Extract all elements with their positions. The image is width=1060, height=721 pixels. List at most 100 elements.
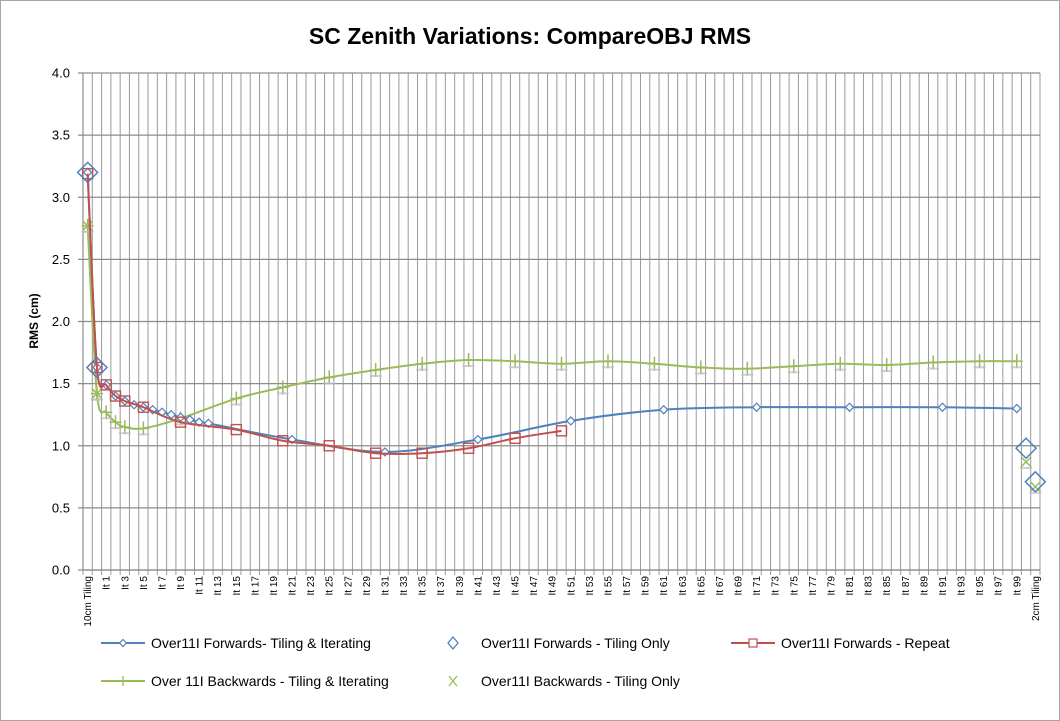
x-tick-label: It 79 [826,576,837,596]
data-point [81,167,94,180]
data-point [100,405,113,420]
data-point [555,425,568,437]
legend-item: Over 11I Backwards - Tiling & Iterating [101,673,389,689]
x-tick-label: It 1 [102,576,113,590]
series-over11i-forwards-tiling-only [76,161,1047,493]
y-tick-label: 3.0 [52,190,70,205]
x-tick-label: 2cm Tiling [1031,576,1042,621]
data-point [137,421,150,436]
y-tick-label: 0.0 [52,563,70,578]
data-point [1010,354,1023,369]
y-tick-label: 2.5 [52,252,70,267]
data-point [119,395,131,407]
series-line [86,172,1017,453]
y-tick-label: 1.5 [52,376,70,391]
x-tick-label: It 65 [696,576,707,596]
legend-item: Over11I Backwards - Tiling Only [448,673,680,689]
x-tick-label: It 37 [436,576,447,596]
y-axis-title: RMS (cm) [27,293,41,348]
x-tick-label: It 21 [288,576,299,596]
x-tick-label: It 95 [975,576,986,596]
x-tick-label: It 45 [511,576,522,596]
data-point [230,391,243,406]
x-tick-label: It 59 [641,576,652,596]
data-point [787,359,800,374]
data-point [416,447,428,459]
x-tick-label: It 49 [548,576,559,596]
x-tick-label: It 97 [994,576,1005,596]
data-point [276,380,289,395]
x-tick-label: It 99 [1012,576,1023,596]
legend-marker [748,638,758,648]
data-point [555,356,568,371]
x-tick-label: It 9 [176,576,187,590]
x-tick-label: It 85 [882,576,893,596]
x-tick-label: It 55 [603,576,614,596]
data-point [277,435,289,447]
x-tick-label: It 51 [566,576,577,596]
legend-label: Over11I Backwards - Tiling Only [481,673,680,689]
x-axis-ticks: 10cm Tiling It 1 It 3 It 5 It 7 It 9 It 11 It 1… [83,576,1042,627]
x-tick-label: It 31 [380,576,391,596]
x-tick-label: It 67 [715,576,726,596]
data-point [973,354,986,369]
x-tick-label: It 69 [734,576,745,596]
x-tick-label: It 13 [213,576,224,596]
x-tick-label: It 61 [659,576,670,596]
x-tick-label: It 57 [622,576,633,596]
data-point [1014,437,1038,460]
x-tick-label: It 19 [269,576,280,596]
x-tick-label: It 73 [771,576,782,596]
data-point [100,379,112,391]
x-tick-label: It 23 [306,576,317,596]
data-point [834,356,847,371]
x-tick-label: It 91 [938,576,949,596]
data-point [648,356,661,371]
x-tick-label: It 77 [808,576,819,596]
data-point [565,416,576,426]
data-point [1029,481,1041,493]
data-point [880,357,893,372]
x-tick-label: It 15 [232,576,243,596]
y-tick-label: 1.0 [52,438,70,453]
data-point [174,416,187,428]
data-point [91,361,103,374]
data-point [751,402,762,413]
data-point [473,434,483,445]
legend-item: Over11I Forwards - Repeat [731,635,950,651]
data-point [323,440,335,452]
x-tick-label: It 83 [864,576,875,596]
y-tick-label: 2.0 [52,314,70,329]
legend-label: Over11I Forwards- Tiling & Iterating [151,635,371,651]
series-line [86,173,562,455]
data-point [416,356,429,371]
x-tick-label: It 81 [845,576,856,596]
x-tick-label: It 29 [362,576,373,596]
x-tick-label: It 93 [957,576,968,596]
y-tick-label: 3.5 [52,128,70,143]
x-tick-label: It 89 [919,576,930,596]
x-tick-label: It 33 [399,576,410,596]
data-point [369,447,382,459]
y-tick-label: 0.5 [52,500,70,515]
legend-item: Over11I Forwards - Tiling Only [447,635,670,651]
x-tick-label: It 35 [418,576,429,596]
series-line [86,225,1017,430]
y-tick-label: 4.0 [52,66,70,81]
x-tick-label: It 75 [789,576,800,596]
data-point [109,415,122,430]
series-over11i-forwards-repeat [81,167,568,459]
data-point [937,402,948,413]
data-point [462,442,475,454]
data-point [230,423,243,436]
series-over11i-forwards-tiling-iterating [82,167,1022,457]
data-point [509,354,522,369]
data-point [1020,456,1032,468]
x-tick-label: 10cm Tiling [83,576,94,627]
legend-item: Over11I Forwards- Tiling & Iterating [101,635,371,651]
x-tick-label: It 3 [120,576,131,590]
legend-marker [118,638,128,648]
legend-label: Over 11I Backwards - Tiling & Iterating [151,673,389,689]
legend-marker [447,635,459,651]
